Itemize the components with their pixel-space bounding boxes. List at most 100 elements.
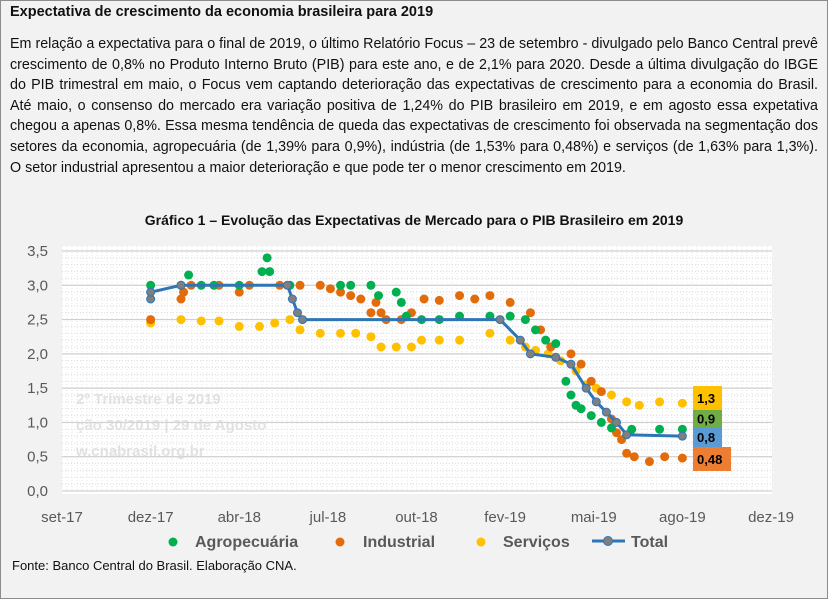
- series-layer: [146, 253, 687, 467]
- data-point: [351, 328, 361, 338]
- data-point: [417, 335, 427, 345]
- data-point: [644, 457, 654, 467]
- legend-marker: [476, 537, 486, 547]
- data-point: [531, 325, 541, 335]
- y-axis-ticks: 0,0 0,5 1,0 1,5 2,0 2,5 3,0 3,5: [27, 243, 48, 500]
- data-point: [146, 280, 156, 290]
- data-point: [371, 297, 381, 307]
- data-point: [677, 453, 687, 463]
- data-point: [485, 291, 495, 301]
- body-paragraph: Em relação a expectativa para o final de…: [10, 36, 818, 176]
- data-point: [655, 424, 665, 434]
- data-point: [315, 328, 325, 338]
- data-point: [406, 342, 416, 352]
- total-point: [146, 287, 156, 297]
- data-point: [455, 335, 465, 345]
- data-point: [434, 295, 444, 305]
- data-point: [146, 315, 156, 325]
- page-title: Expectativa de crescimento da economia b…: [10, 4, 434, 20]
- watermark-line-1: 2º Trimestre de 2019: [76, 391, 221, 408]
- data-point: [541, 335, 551, 345]
- watermark-line-2: ção 30/2019 | 29 de Agosto: [76, 417, 266, 434]
- data-point: [561, 376, 571, 386]
- data-point: [677, 424, 687, 434]
- total-point: [677, 431, 687, 441]
- data-point: [366, 280, 376, 290]
- total-point: [298, 315, 308, 325]
- data-point: [551, 339, 561, 349]
- data-point: [566, 390, 576, 400]
- data-point: [366, 332, 376, 342]
- total-point: [515, 335, 525, 345]
- end-label-value: 1,3: [697, 391, 715, 406]
- data-point: [325, 284, 335, 294]
- data-point: [336, 280, 346, 290]
- chart-title: Gráfico 1 – Evolução das Expectativas de…: [144, 212, 684, 228]
- data-point: [391, 287, 401, 297]
- data-point: [265, 267, 275, 277]
- data-point: [285, 315, 295, 325]
- data-point: [270, 318, 280, 328]
- total-point: [612, 417, 622, 427]
- total-point: [495, 315, 505, 325]
- data-point: [419, 294, 429, 304]
- y-tick-label: 1,5: [27, 380, 48, 397]
- data-point: [606, 390, 616, 400]
- data-point: [470, 294, 480, 304]
- data-point: [655, 397, 665, 407]
- total-point: [551, 352, 561, 362]
- data-point: [634, 400, 644, 410]
- data-point: [376, 308, 386, 318]
- data-point: [622, 397, 632, 407]
- x-axis-ticks: set-17 dez-17 abr-18 jul-18 out-18 fev-19 mai-…: [41, 509, 794, 526]
- end-label-value: 0,48: [697, 452, 722, 467]
- total-point: [622, 430, 632, 440]
- end-labels: 1,3 0,9 0,8 0,48: [693, 386, 731, 471]
- series-total: [146, 280, 687, 441]
- data-point: [196, 316, 206, 326]
- watermark-line-3: w.cnabrasil.org.br: [75, 443, 205, 460]
- data-point: [356, 294, 366, 304]
- x-tick-label: abr-18: [218, 509, 261, 526]
- data-point: [295, 280, 305, 290]
- end-label-value: 0,8: [697, 430, 715, 445]
- data-point: [434, 335, 444, 345]
- total-point: [176, 280, 186, 290]
- data-point: [176, 294, 186, 304]
- legend-marker: [335, 537, 345, 547]
- data-point: [629, 452, 639, 462]
- x-tick-label: ago-19: [659, 509, 706, 526]
- data-point: [525, 308, 535, 318]
- data-point: [586, 376, 596, 386]
- data-point: [455, 291, 465, 301]
- x-tick-label: dez-19: [748, 509, 794, 526]
- data-point: [315, 280, 325, 290]
- data-point: [505, 335, 515, 345]
- end-label-box: [693, 410, 722, 427]
- data-point: [234, 321, 244, 331]
- data-point: [234, 287, 244, 297]
- total-point: [525, 349, 535, 359]
- x-tick-label: jul-18: [309, 509, 347, 526]
- data-point: [391, 342, 401, 352]
- data-point: [376, 342, 386, 352]
- data-point: [179, 287, 189, 297]
- y-tick-label: 0,0: [27, 483, 48, 500]
- total-point: [581, 383, 591, 393]
- y-tick-label: 0,5: [27, 449, 48, 466]
- data-point: [214, 316, 224, 326]
- y-tick-label: 1,0: [27, 414, 48, 431]
- data-point: [366, 308, 376, 318]
- y-tick-label: 2,0: [27, 346, 48, 363]
- legend-marker: [168, 537, 178, 547]
- total-point: [591, 397, 601, 407]
- y-tick-label: 3,5: [27, 243, 48, 260]
- x-tick-label: set-17: [41, 509, 83, 526]
- x-tick-label: fev-19: [484, 509, 526, 526]
- data-point: [295, 325, 305, 335]
- data-point: [176, 315, 186, 325]
- x-tick-label: dez-17: [128, 509, 174, 526]
- data-point: [374, 291, 384, 301]
- data-point: [505, 311, 515, 321]
